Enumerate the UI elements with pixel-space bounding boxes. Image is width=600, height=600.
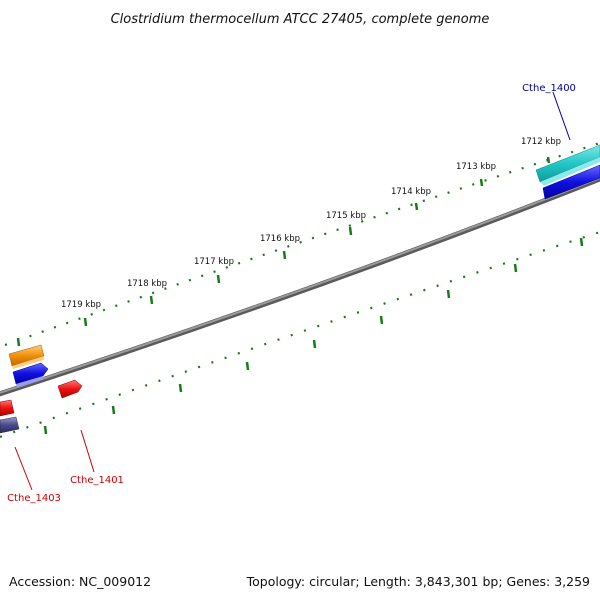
tick-label-1712: 1712 kbp xyxy=(521,137,561,147)
tick-label-1716: 1716 kbp xyxy=(260,234,300,244)
gene-blue-left[interactable] xyxy=(12,362,49,387)
gene-orange[interactable] xyxy=(8,344,45,369)
accession-text: Accession: NC_009012 xyxy=(9,574,151,589)
gene-red-1403[interactable] xyxy=(0,399,15,417)
gene-label-leader-1401 xyxy=(80,429,95,473)
outer-tick-ruler xyxy=(4,141,600,347)
tick-label-1719: 1719 kbp xyxy=(61,300,101,310)
tick-label-1717: 1717 kbp xyxy=(194,257,234,267)
tick-label-1713: 1713 kbp xyxy=(456,162,496,172)
major-ticks-outer xyxy=(16,156,551,347)
tick-label-1714: 1714 kbp xyxy=(391,187,431,197)
gene-blue-top[interactable] xyxy=(542,164,600,200)
tick-label-1715: 1715 kbp xyxy=(326,211,366,221)
gene-label-cthe-1403[interactable]: Cthe_1403 xyxy=(7,493,61,504)
genome-summary-text: Topology: circular; Length: 3,843,301 bp… xyxy=(246,574,590,589)
inner-tick-ruler xyxy=(0,230,600,439)
gene-label-cthe-1400[interactable]: Cthe_1400 xyxy=(522,83,576,94)
tick-label-1718: 1718 kbp xyxy=(127,279,167,289)
gene-red-1401[interactable] xyxy=(57,379,83,399)
gene-label-leader-1400 xyxy=(552,91,571,141)
gene-label-cthe-1401[interactable]: Cthe_1401 xyxy=(70,475,124,486)
genome-backbone xyxy=(0,176,600,394)
gene-label-leader-1403 xyxy=(14,446,33,491)
map-title: Clostridium thermocellum ATCC 27405, com… xyxy=(111,12,490,27)
major-ticks-inner xyxy=(43,237,584,435)
gene-teal[interactable] xyxy=(535,144,600,186)
tick-labels: 1712 kbp 1713 kbp 1714 kbp 1715 kbp 1716… xyxy=(61,137,561,310)
gene-slate[interactable] xyxy=(0,416,20,434)
